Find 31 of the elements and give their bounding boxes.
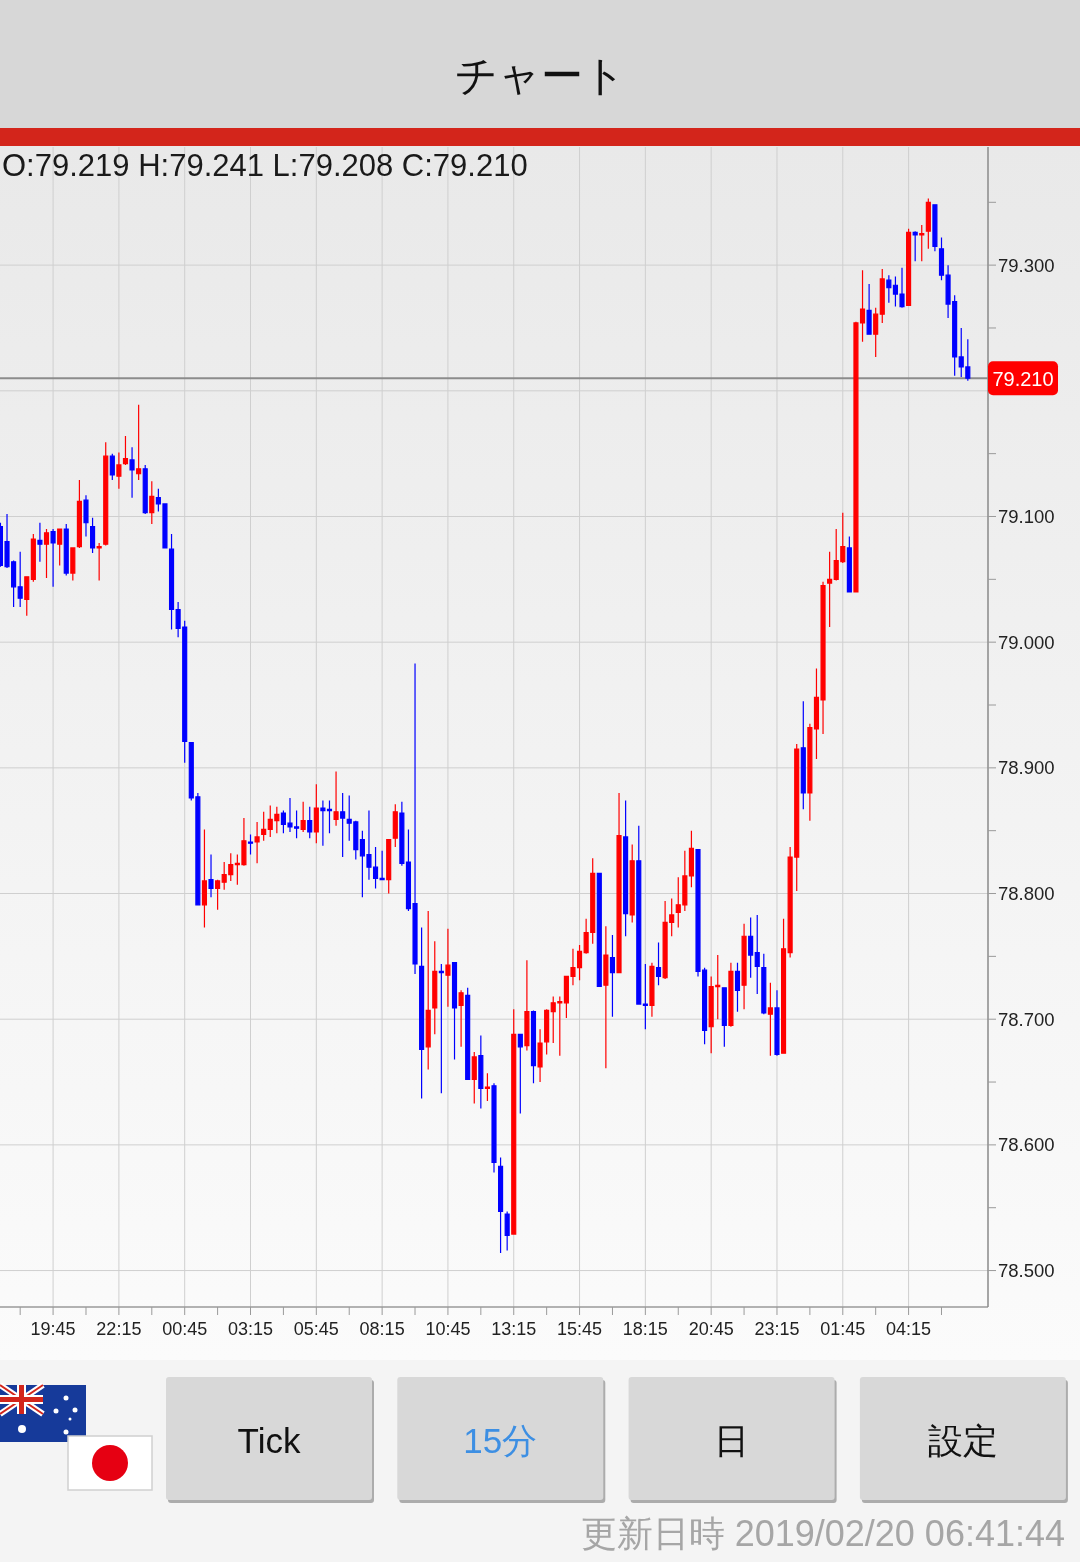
button: 設定 <box>859 1377 1068 1503</box>
y-tick-label: 78.800 <box>998 883 1055 904</box>
y-tick-label: 79.100 <box>998 506 1055 527</box>
x-tick-label: 05:45 <box>293 1319 339 1339</box>
footer: 更新日時 2019/02/20 06:41:44 <box>580 1513 1065 1554</box>
x-tick-label: 15:45 <box>557 1319 603 1339</box>
y-tick-label: 78.500 <box>998 1260 1055 1282</box>
x-tick-label: 18:15 <box>622 1319 668 1339</box>
ref-line: 79.210 <box>0 361 1058 396</box>
x-tick-label: 19:45 <box>30 1319 76 1339</box>
button: 日 <box>628 1377 837 1503</box>
x-tick-label: 23:15 <box>754 1319 800 1339</box>
x-tick-label: 03:15 <box>228 1319 274 1339</box>
y-tick-label: 78.600 <box>998 1134 1055 1156</box>
x-tick-label: 00:45 <box>162 1319 208 1339</box>
ref-line-label: 79.210 <box>992 367 1054 390</box>
y-tick-label: 78.700 <box>998 1008 1055 1030</box>
title: チャート <box>454 52 626 99</box>
annotation: O:79.219 H:79.241 L:79.208 C:79.210 <box>2 148 528 183</box>
x-tick-label: 01:45 <box>820 1319 866 1339</box>
button: Tick <box>166 1377 374 1503</box>
x-tick-label: 20:45 <box>688 1319 734 1339</box>
y-tick-label: 79.300 <box>998 254 1055 276</box>
button: 15分 <box>397 1377 606 1503</box>
x-tick-label: 04:15 <box>886 1319 932 1339</box>
x-tick-label: 08:15 <box>359 1319 405 1339</box>
x-tick-label: 10:45 <box>425 1319 471 1339</box>
x-tick-label: 22:15 <box>96 1319 142 1339</box>
y-tick-label: 79.000 <box>998 631 1055 653</box>
x-tick-label: 13:15 <box>491 1319 537 1339</box>
y-tick-label: 78.900 <box>998 757 1055 779</box>
